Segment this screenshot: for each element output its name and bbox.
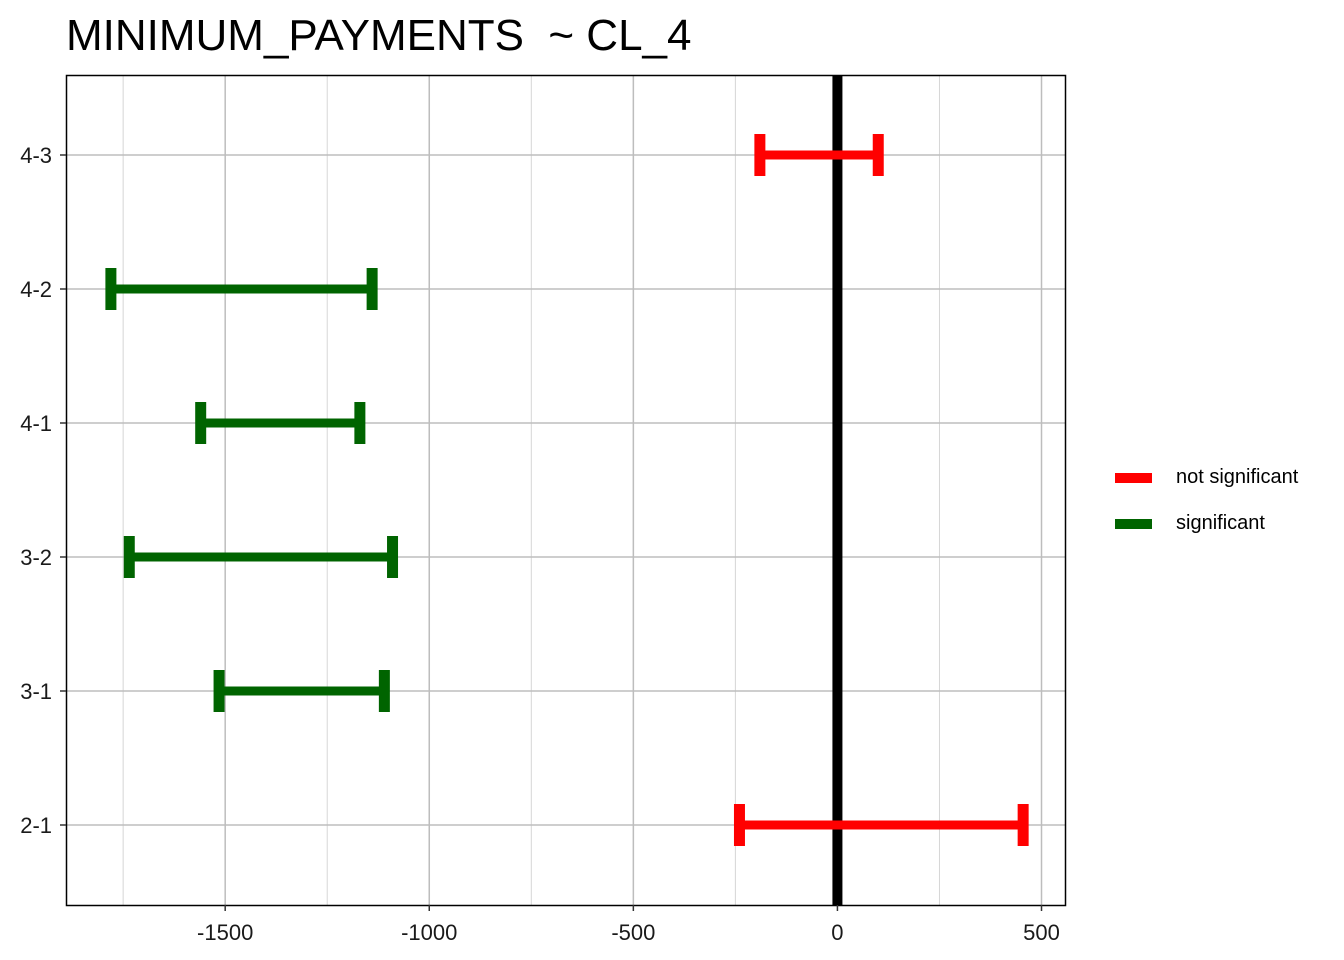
x-axis: -1500 -1000 -500 0 500 [197,905,1060,945]
interval-2-1 [733,804,1029,846]
legend-label-not-significant: not significant [1176,466,1299,488]
interval-3-2 [123,536,399,578]
legend-swatch-not-significant [1115,473,1152,483]
y-tick-label: 3-2 [20,545,52,570]
interval-layer [105,134,1029,846]
y-tick-label: 4-1 [20,411,52,436]
legend-label-significant: significant [1176,512,1265,534]
y-axis: 4-3 4-2 4-1 3-2 3-1 2-1 [20,143,66,838]
y-tick-label: 2-1 [20,813,52,838]
interval-4-2 [105,268,378,310]
interval-4-3 [754,134,884,176]
y-tick-label: 4-2 [20,277,52,302]
plot-border [65,74,1067,907]
y-tick-label: 3-1 [20,679,52,704]
interval-4-1 [195,402,366,444]
x-tick-label: 500 [1023,920,1060,945]
legend-swatch-significant [1115,519,1152,529]
chart-title: MINIMUM_PAYMENTS ~ CL_4 [66,11,692,60]
y-tick-label: 4-3 [20,143,52,168]
x-tick-label: -500 [611,920,655,945]
x-tick-label: -1000 [401,920,457,945]
x-tick-label: -1500 [197,920,253,945]
grid-layer [66,75,1066,905]
interval-3-1 [213,670,390,712]
x-tick-label: 0 [831,920,843,945]
